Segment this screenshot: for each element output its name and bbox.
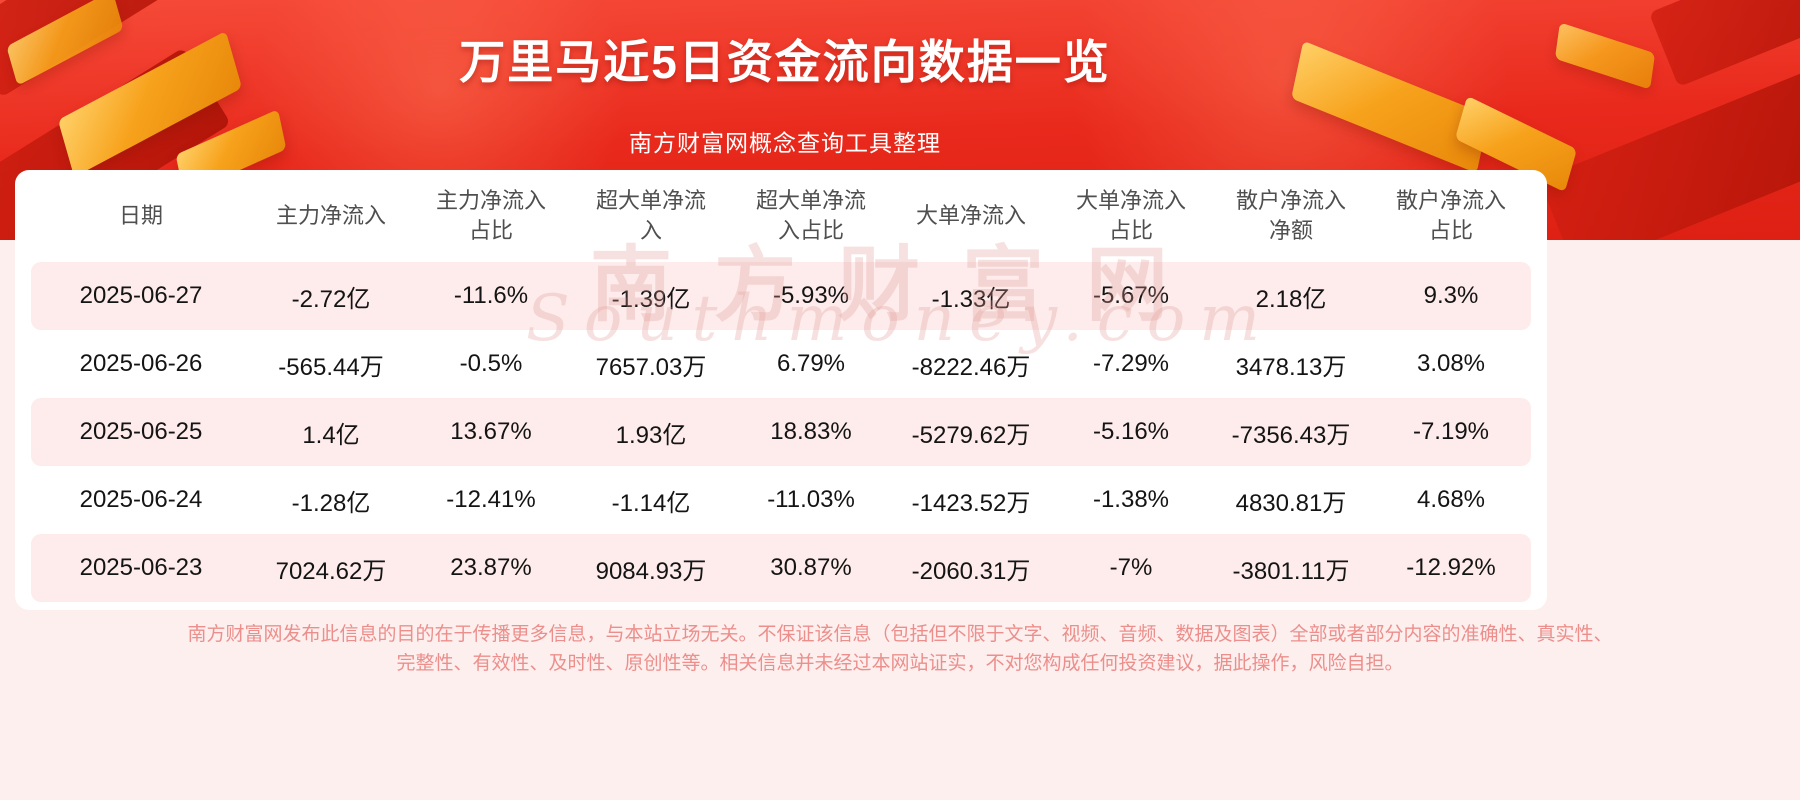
table-cell: 4.68% [1416, 486, 1486, 513]
table-cell: -2.72亿 [291, 285, 371, 313]
date-cell: 2025-06-24 [79, 486, 203, 513]
table-cell: -7.29% [1092, 350, 1170, 377]
table-header-cell: 主力净流入 占比 [435, 188, 546, 243]
disclaimer-line-1: 南方财富网发布此信息的目的在于传播更多信息，与本站立场无关。不保证该信息（包括但… [187, 624, 1613, 645]
table-cell: -7356.43万 [1231, 421, 1351, 449]
table-cell: -11.6% [453, 282, 529, 309]
table-cell: -2060.31万 [911, 557, 1031, 585]
red-ribbon-decoration [1538, 51, 1800, 240]
table-cell: -11.03% [767, 486, 855, 513]
table-cell: -7% [1109, 554, 1153, 581]
table-header-cell: 大单净流入 [915, 203, 1026, 229]
table-header-cell: 大单净流入 占比 [1075, 188, 1186, 243]
table-cell: -1423.52万 [911, 489, 1031, 517]
table-header-cell: 散户净流入 占比 [1395, 188, 1506, 243]
table-cell: 6.79% [776, 350, 846, 377]
page-subtitle: 南方财富网概念查询工具整理 [629, 130, 941, 156]
table-cell: 30.87% [770, 554, 852, 581]
table-row: 2025-06-25 1.4亿 13.67% 1.93亿 18.83% -527… [31, 398, 1531, 466]
table-cell: -12.41% [446, 486, 536, 513]
table-row: 2025-06-27 -2.72亿 -11.6% -1.39亿 -5.93% -… [31, 262, 1531, 330]
table-cell: 23.87% [450, 554, 532, 581]
table-cell: -1.28亿 [291, 489, 371, 517]
table-cell: -5.16% [1092, 418, 1170, 445]
table-cell: -565.44万 [278, 353, 384, 381]
table-cell: -1.39亿 [611, 285, 691, 313]
disclaimer-text: 南方财富网发布此信息的目的在于传播更多信息，与本站立场无关。不保证该信息（包括但… [20, 620, 1780, 679]
table-header-cell: 日期 [118, 203, 163, 229]
data-table-card: 日期 主力净流入 主力净流入 占比 超大单净流 入 超大单净流 入占比 大单净流… [15, 170, 1547, 610]
page-title: 万里马近5日资金流向数据一览 [459, 36, 1111, 88]
table-cell: -8222.46万 [911, 353, 1031, 381]
table-header-cell: 主力净流入 [275, 203, 386, 229]
table-cell: -1.14亿 [611, 489, 691, 517]
table-cell: 2.18亿 [1255, 285, 1327, 313]
table-cell: 3478.13万 [1235, 353, 1347, 381]
table-cell: -12.92% [1406, 554, 1496, 581]
table-cell: -3801.11万 [1232, 557, 1350, 585]
table-cell: 18.83% [770, 418, 852, 445]
table-row: 2025-06-26 -565.44万 -0.5% 7657.03万 6.79%… [31, 330, 1531, 398]
table-header-cell: 散户净流入 净额 [1235, 188, 1346, 243]
table-cell: 7024.62万 [275, 557, 387, 585]
disclaimer-line-2: 完整性、有效性、及时性、原创性等。相关信息并未经过本网站证实，不对您构成任何投资… [396, 653, 1404, 675]
red-ribbon-decoration [1648, 0, 1800, 88]
table-cell: -1.33亿 [931, 285, 1011, 313]
table-row: 2025-06-23 7024.62万 23.87% 9084.93万 30.8… [31, 534, 1531, 602]
table-cell: 7657.03万 [595, 353, 707, 381]
table-cell: -5.67% [1092, 282, 1170, 309]
banner-text-area: 万里马近5日资金流向数据一览 南方财富网概念查询工具整理 [0, 0, 1570, 158]
table-cell: 1.93亿 [615, 421, 687, 449]
date-cell: 2025-06-27 [79, 282, 203, 309]
table-header-cell: 超大单净流 入 [595, 188, 706, 243]
table-cell: -0.5% [459, 350, 523, 377]
table-row: 2025-06-24 -1.28亿 -12.41% -1.14亿 -11.03%… [31, 466, 1531, 534]
table-cell: 1.4亿 [302, 421, 360, 449]
table-cell: 9.3% [1423, 282, 1479, 309]
date-cell: 2025-06-26 [79, 350, 203, 377]
table-cell: -7.19% [1412, 418, 1490, 445]
table-cell: -5.93% [772, 282, 850, 309]
date-cell: 2025-06-25 [79, 418, 203, 445]
table-header-row: 日期 主力净流入 主力净流入 占比 超大单净流 入 超大单净流 入占比 大单净流… [31, 170, 1531, 262]
date-cell: 2025-06-23 [79, 554, 203, 581]
table-cell: -5279.62万 [911, 421, 1031, 449]
table-cell: 3.08% [1416, 350, 1486, 377]
table-cell: 4830.81万 [1235, 489, 1347, 517]
table-cell: -1.38% [1092, 486, 1170, 513]
table-cell: 13.67% [450, 418, 532, 445]
table-cell: 9084.93万 [595, 557, 707, 585]
table-header-cell: 超大单净流 入占比 [755, 188, 866, 243]
